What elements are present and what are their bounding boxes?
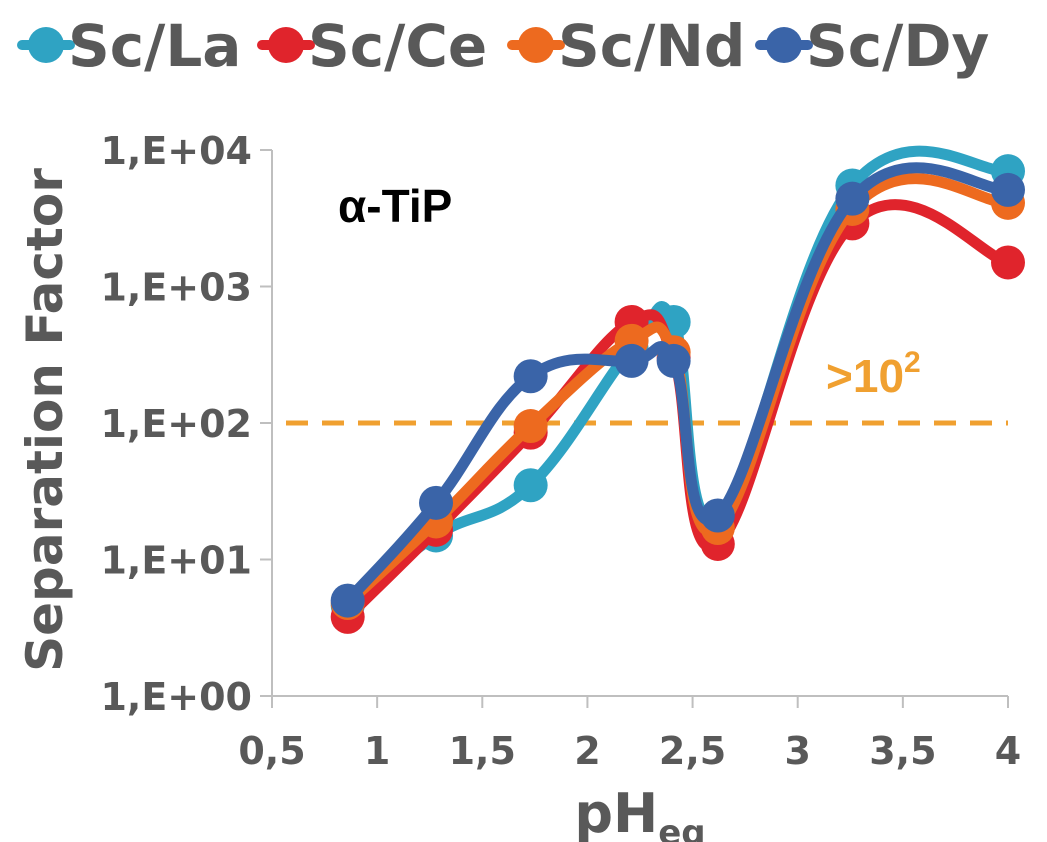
x-tick-label: 0,5 xyxy=(238,729,305,773)
legend-item: Sc/Ce xyxy=(257,12,487,80)
y-axis-title: Separation Factor xyxy=(16,168,74,672)
y-tick-label: 1,E+02 xyxy=(100,402,252,446)
data-point xyxy=(513,359,548,394)
series-sc-dy xyxy=(330,162,1025,618)
x-tick-label: 1,5 xyxy=(449,729,516,773)
y-tick-label: 1,E+01 xyxy=(100,539,252,583)
x-tick-label: 2 xyxy=(574,729,600,773)
legend-item: Sc/Dy xyxy=(755,12,989,80)
series-group xyxy=(330,145,1025,634)
x-tick-label: 4 xyxy=(995,729,1021,773)
data-point xyxy=(991,245,1025,280)
y-tick-label: 1,E+00 xyxy=(100,675,252,719)
legend-swatch-marker xyxy=(518,27,554,63)
legend-swatch-marker xyxy=(766,27,802,63)
x-tick-label: 3 xyxy=(784,729,810,773)
legend-label: Sc/Nd xyxy=(558,12,745,80)
threshold-label-exponent: 2 xyxy=(904,346,921,379)
material-annotation: α-TiP xyxy=(338,180,452,232)
x-tick-label: 2,5 xyxy=(659,729,726,773)
data-point xyxy=(419,485,454,520)
threshold-label: >102 xyxy=(826,346,921,402)
legend-swatch-marker xyxy=(28,27,64,63)
data-point xyxy=(513,409,548,444)
data-point xyxy=(991,172,1025,207)
x-axis-title: pHeq xyxy=(574,782,705,842)
y-tick-label: 1,E+03 xyxy=(100,266,252,310)
threshold-label-base: >10 xyxy=(826,350,904,402)
data-point xyxy=(835,181,870,216)
legend: Sc/La Sc/Ce Sc/Nd Sc/Dy xyxy=(17,12,989,80)
x-tick-label: 3,5 xyxy=(869,729,936,773)
series-line xyxy=(342,199,1014,623)
axes: 1,E+00 1,E+01 1,E+02 1,E+03 1,E+04 0,5 1 1,5 2 2,… xyxy=(100,129,1021,773)
legend-label: Sc/Dy xyxy=(806,12,989,80)
series-sc-ce xyxy=(330,199,1025,634)
data-point xyxy=(656,343,691,378)
legend-swatch-marker xyxy=(268,27,304,63)
legend-label: Sc/La xyxy=(68,12,241,80)
x-tick-label: 1 xyxy=(364,729,390,773)
x-axis-title-subscript: eq xyxy=(658,813,705,842)
legend-item: Sc/La xyxy=(17,12,241,80)
data-point xyxy=(700,498,735,533)
x-axis-title-main: pH xyxy=(574,782,658,842)
data-point xyxy=(513,468,548,503)
data-point xyxy=(330,583,365,618)
legend-item: Sc/Nd xyxy=(507,12,745,80)
data-point xyxy=(614,343,649,378)
y-tick-label: 1,E+04 xyxy=(100,129,252,173)
legend-label: Sc/Ce xyxy=(308,12,487,80)
